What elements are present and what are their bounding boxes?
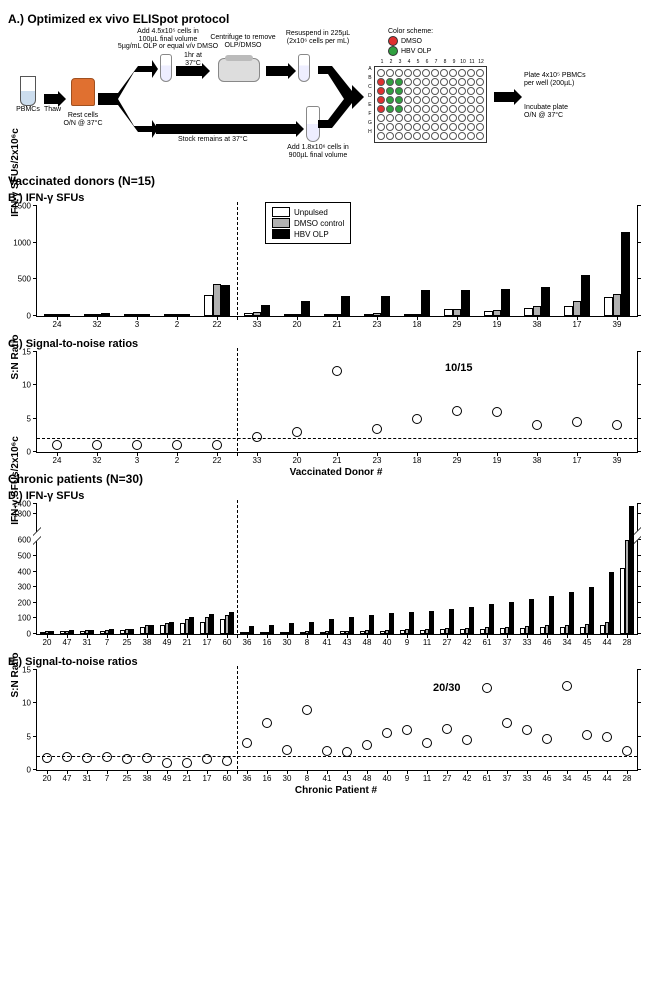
tube-icon bbox=[160, 54, 172, 82]
tube-icon bbox=[298, 54, 310, 82]
hbvolp-label: HBV OLP bbox=[401, 48, 431, 55]
hbvolp-dot-icon bbox=[388, 46, 398, 56]
plate-container: 123456789101112 ABCDEFGH bbox=[368, 60, 487, 143]
plate-note2: Incubate plate O/N @ 37°C bbox=[524, 104, 604, 119]
flask-icon bbox=[71, 78, 95, 106]
chart-c: S:N Ratio 051015243232223320212318291938… bbox=[36, 352, 636, 452]
panel-e-title: E.) Signal-to-noise ratios bbox=[8, 656, 652, 668]
stock-label: Stock remains at 37°C bbox=[178, 136, 248, 144]
workflow-diagram: PBMCs Thaw Rest cells O/N @ 37°C Add 4.5… bbox=[8, 28, 648, 168]
chart-e: S:N Ratio 051015204731725384921176036163… bbox=[36, 670, 636, 770]
pbmc-label: PBMCs bbox=[10, 106, 46, 114]
resuspend-label: Resuspend in 225µL (2x10⁶ cells per mL) bbox=[282, 30, 354, 45]
arrow-icon bbox=[266, 66, 288, 76]
incubate-label: 1hr at 37°C bbox=[176, 52, 210, 67]
panel-a-title: A.) Optimized ex vivo ELISpot protocol bbox=[8, 12, 652, 26]
elispot-plate-icon bbox=[374, 66, 487, 143]
vaccinated-title: Vaccinated donors (N=15) bbox=[8, 174, 652, 188]
dmso-dot-icon bbox=[388, 36, 398, 46]
arrow-icon bbox=[44, 94, 58, 104]
chart-c-ylabel: S:N Ratio bbox=[10, 335, 21, 380]
split-arrow-icon bbox=[98, 58, 158, 138]
pbmc-vial-icon bbox=[20, 76, 36, 106]
plate-note1: Plate 4x10⁵ PBMCs per well (200µL) bbox=[524, 72, 604, 87]
chart-e-ylabel: S:N Ratio bbox=[10, 653, 21, 698]
arrow-icon bbox=[494, 92, 514, 102]
centrifuge-label: Centrifuge to remove OLP/DMSO bbox=[208, 34, 278, 49]
color-scheme-label: Color scheme: bbox=[388, 28, 468, 36]
chart-d: IFN-γ SFUs/2x10⁶c 0100200300400500600180… bbox=[36, 504, 636, 634]
arrow-icon bbox=[176, 66, 202, 76]
chart-c-xlabel: Vaccinated Donor # bbox=[36, 467, 636, 478]
centrifuge-icon bbox=[218, 58, 260, 82]
panel-c-title: C.) Signal-to-noise ratios bbox=[8, 338, 652, 350]
arrow-icon bbox=[156, 124, 296, 134]
chart-b: IFN-γ SFUs/2x10⁶c 0500100015002432322233… bbox=[36, 206, 636, 316]
dmso-label: DMSO bbox=[401, 38, 422, 45]
chart-e-xlabel: Chronic Patient # bbox=[36, 785, 636, 796]
panel-d-title: D.) IFN-γ SFUs bbox=[8, 490, 652, 502]
add-bottom-label: Add 1.8x10⁶ cells in 900µL final volume bbox=[280, 144, 356, 159]
